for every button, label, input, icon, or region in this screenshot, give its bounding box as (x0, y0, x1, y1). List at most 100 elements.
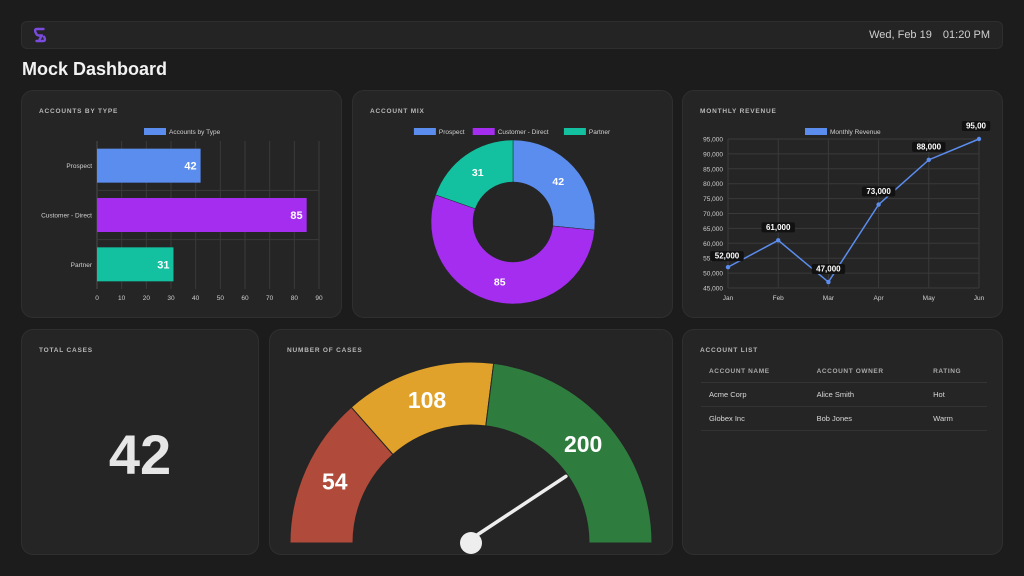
cases-gauge-chart: 54 108 200 (289, 361, 653, 554)
number-of-cases-card: NUMBER OF CASES 54 108 200 (269, 329, 673, 555)
data-label-bg (811, 264, 846, 275)
accounts-by-type-card: ACCOUNTS BY TYPE Accounts by Type 0 10 20 30… (21, 90, 342, 318)
y-tick-label: 75,000 (703, 196, 723, 203)
page-title: Mock Dashboard (22, 59, 168, 79)
total-cases-value: 42 (108, 423, 172, 486)
x-tick-label: Jan (723, 295, 734, 302)
data-point[interactable] (776, 238, 781, 243)
legend-label: Prospect (439, 129, 465, 136)
y-tick-label: 50,000 (703, 271, 723, 278)
y-tick-label: 80,000 (703, 181, 723, 188)
table-header-row: ACCOUNT NAME ACCOUNT OWNER RATING (701, 364, 987, 383)
gauge-needle (469, 474, 568, 541)
column-header-rating[interactable]: RATING (925, 364, 987, 383)
x-tick-label: 60 (241, 295, 249, 302)
data-label-bg (912, 141, 946, 152)
gauge-needle-hub (460, 532, 482, 554)
bar-value-label: 42 (184, 161, 196, 173)
legend-swatch (413, 128, 436, 135)
table-row[interactable]: Acme Corp Alice Smith Hot (701, 382, 987, 407)
x-tick-label: Feb (773, 295, 785, 302)
account-list-card: ACCOUNT LIST ACCOUNT NAME ACCOUNT OWNER … (682, 329, 1003, 555)
rating-cell: Warm (925, 406, 987, 431)
app-logo-icon[interactable] (32, 27, 48, 43)
legend-label: Monthly Revenue (830, 129, 881, 136)
legend-swatch (805, 128, 827, 135)
y-tick-label: 70,000 (703, 211, 723, 218)
x-tick-label: May (923, 295, 936, 302)
account-name-cell: Acme Corp (701, 382, 809, 407)
time-label: 01:20 PM (942, 29, 990, 41)
card-title: MONTHLY REVENUE (700, 108, 777, 115)
date-label: Wed, Feb 19 (869, 29, 932, 41)
y-tick-label: Partner (71, 262, 93, 269)
x-tick-label: 90 (315, 295, 323, 302)
donut-slice[interactable] (435, 139, 514, 210)
data-point[interactable] (826, 279, 831, 285)
legend-label: Accounts by Type (169, 129, 221, 136)
y-tick-label: 60,000 (703, 241, 723, 248)
data-label-bg (761, 222, 795, 233)
y-tick-label: 45,000 (703, 286, 723, 293)
slice-value-label: 85 (494, 277, 506, 289)
x-tick-label: 0 (95, 295, 99, 302)
x-tick-label: 70 (266, 295, 274, 302)
x-tick-label: Apr (874, 295, 885, 302)
x-tick-label: 30 (167, 295, 175, 302)
monthly-revenue-line-chart: Monthly Revenue45,00050,00055,00060,0006… (703, 121, 991, 302)
revenue-line (727, 138, 980, 284)
legend-label: Customer - Direct (498, 129, 549, 136)
data-label: 61,000 (766, 223, 791, 232)
slice-value-label: 31 (472, 167, 484, 179)
card-title: NUMBER OF CASES (287, 347, 363, 354)
legend-swatch (472, 128, 495, 135)
y-tick-label: Customer - Direct (41, 213, 92, 220)
x-tick-label: 50 (217, 295, 225, 302)
account-name-cell: Globex Inc (701, 406, 809, 431)
bar[interactable] (97, 198, 307, 232)
account-table: ACCOUNT NAME ACCOUNT OWNER RATING Acme C… (701, 364, 987, 431)
gauge-segment[interactable] (485, 362, 653, 544)
accounts-bar-chart: Accounts by Type 0 10 20 30 40 50 60 70 80 90 Prosp… (41, 128, 323, 302)
gauge-segment-label: 200 (564, 431, 602, 457)
y-tick-label: Prospect (66, 163, 92, 170)
data-label: 95,00 (966, 122, 987, 131)
column-header-account-owner[interactable]: ACCOUNT OWNER (808, 364, 926, 383)
data-label: 47,000 (816, 265, 841, 274)
card-title: ACCOUNT MIX (370, 108, 425, 115)
data-point[interactable] (926, 157, 931, 163)
donut-slice[interactable] (512, 139, 596, 231)
table-row[interactable]: Globex Inc Bob Jones Warm (701, 406, 987, 431)
x-tick-label: 80 (291, 295, 299, 302)
gauge-segment-label: 54 (322, 468, 348, 494)
x-tick-label: Jun (974, 295, 985, 302)
top-bar: Wed, Feb 19 01:20 PM (21, 21, 1003, 49)
data-point[interactable] (725, 264, 731, 270)
y-tick-label: 65,000 (703, 226, 723, 233)
chart-legend: Prospect Customer - Direct Partner (413, 128, 611, 136)
slice-value-label: 42 (552, 176, 564, 188)
chart-legend: Monthly Revenue (805, 128, 881, 136)
data-point[interactable] (876, 202, 881, 207)
card-title: TOTAL CASES (39, 347, 93, 354)
card-title: ACCOUNT LIST (700, 347, 758, 354)
legend-label: Partner (589, 129, 611, 136)
bar-value-label: 31 (157, 259, 169, 271)
legend-swatch (563, 128, 586, 135)
account-owner-cell: Bob Jones (808, 406, 926, 431)
y-tick-label: 95,000 (703, 137, 723, 144)
bar-value-label: 85 (290, 210, 302, 222)
bar[interactable] (97, 247, 174, 282)
y-tick-label: 90,000 (703, 151, 723, 158)
data-label-bg (961, 121, 991, 131)
gauge-segment-label: 108 (408, 387, 447, 413)
data-label: 88,000 (917, 142, 942, 151)
bar[interactable] (97, 148, 201, 183)
x-tick-label: 20 (143, 295, 151, 302)
data-label: 73,000 (866, 187, 891, 196)
rating-cell: Hot (925, 382, 987, 407)
data-label-bg (710, 251, 744, 262)
account-mix-donut-chart: Prospect Customer - Direct Partner 42 85 31 (413, 128, 611, 305)
data-point[interactable] (976, 136, 982, 142)
column-header-account-name[interactable]: ACCOUNT NAME (701, 364, 809, 383)
